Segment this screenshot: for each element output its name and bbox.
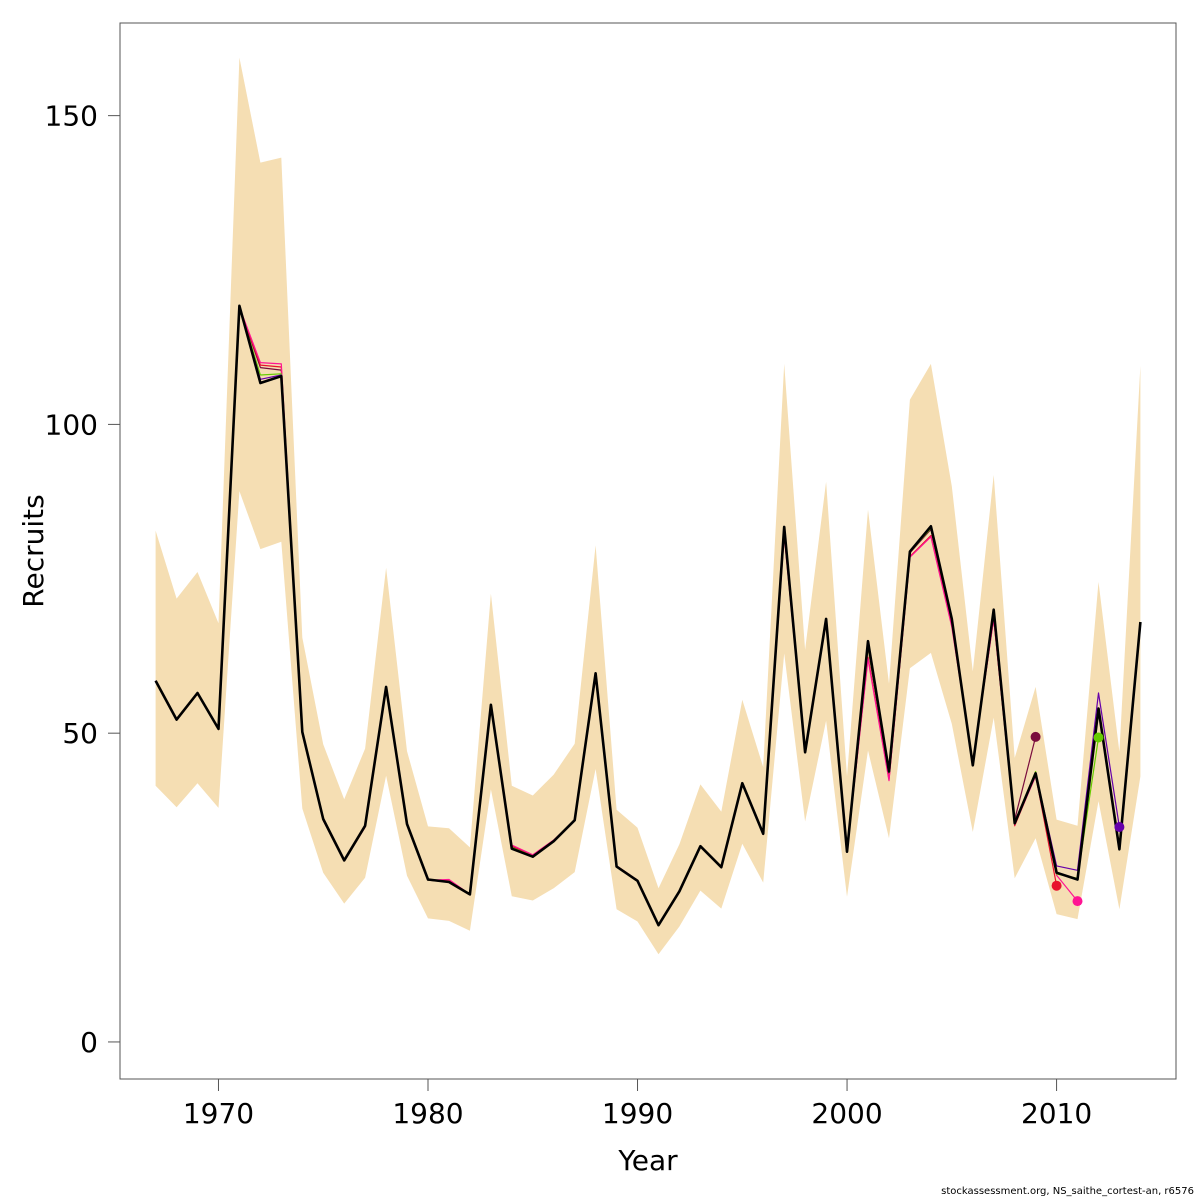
endpoint-layer — [1030, 731, 1125, 907]
series-endpoint-3 — [1072, 896, 1083, 907]
x-tick-label: 1970 — [183, 1097, 254, 1130]
y-tick-label: 150 — [45, 100, 98, 133]
x-tick-label: 1980 — [392, 1097, 463, 1130]
y-tick-label: 0 — [80, 1026, 98, 1059]
series-line-0 — [154, 304, 1142, 927]
y-axis: 0 50 100 150 — [45, 100, 120, 1059]
plot-frame — [119, 22, 1177, 1080]
series-endpoint-1 — [1030, 731, 1041, 742]
series-endpoint-4 — [1093, 732, 1104, 743]
series-layer — [154, 304, 1142, 927]
credit-note: stockassessment.org, NS_saithe_cortest-a… — [941, 1186, 1194, 1197]
x-axis: 1970 1980 1990 2000 2010 — [183, 1079, 1092, 1130]
y-tick-label: 50 — [62, 717, 98, 750]
series-endpoint-5 — [1114, 822, 1125, 832]
x-tick-label: 2000 — [811, 1097, 882, 1130]
x-axis-title: Year — [617, 1144, 678, 1177]
series-endpoint-2 — [1051, 880, 1062, 891]
y-tick-label: 100 — [45, 408, 98, 441]
x-tick-label: 2010 — [1021, 1097, 1092, 1130]
x-tick-label: 1990 — [602, 1097, 673, 1130]
y-axis-title: Recruits — [17, 494, 50, 607]
